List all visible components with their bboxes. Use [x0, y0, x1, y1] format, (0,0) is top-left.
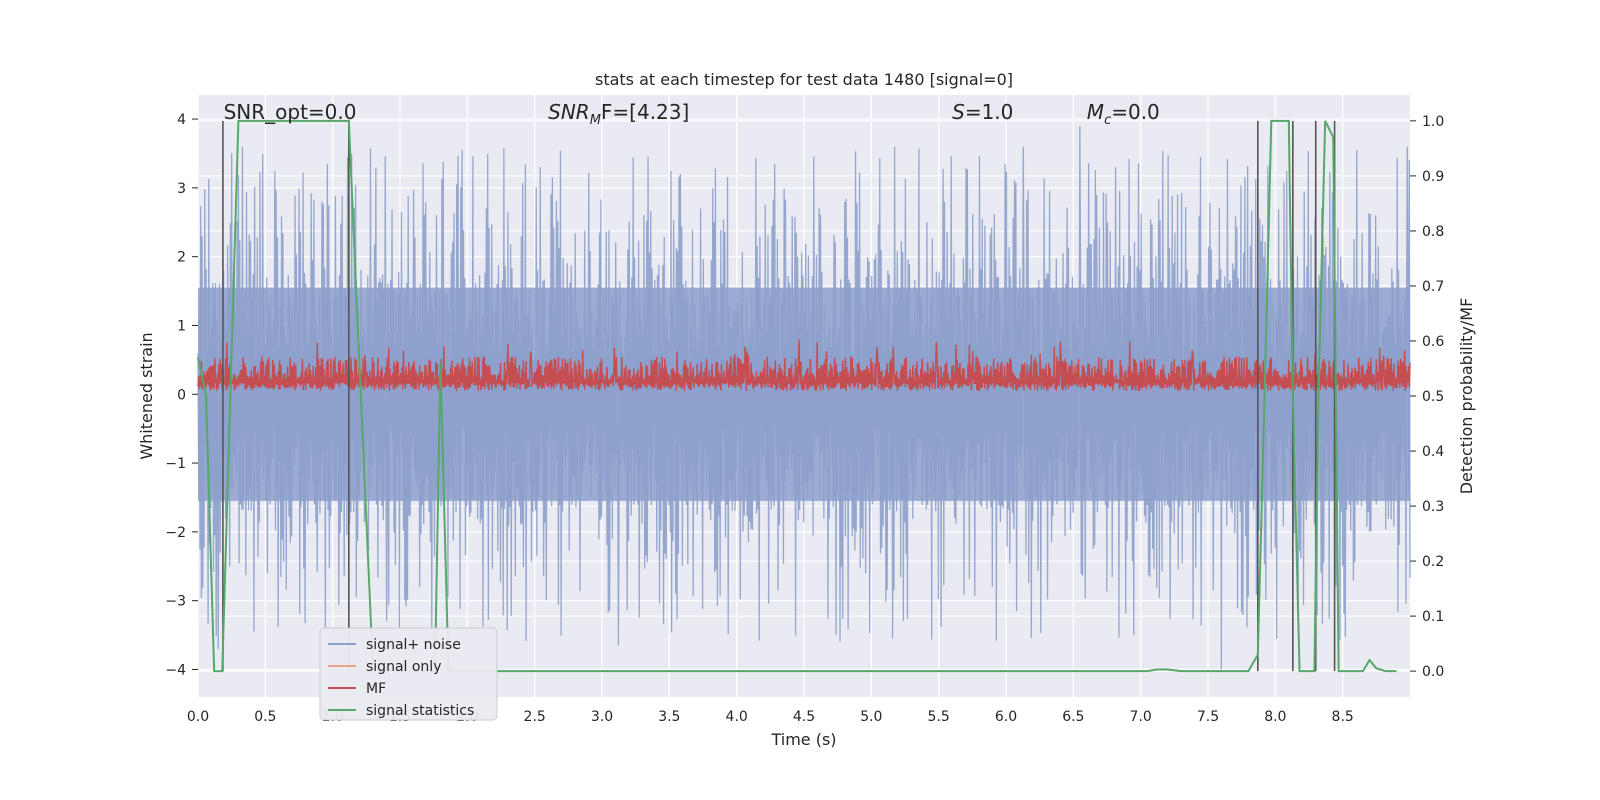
y2-tick-label: 0.5	[1422, 389, 1444, 405]
x-tick-label: 4.0	[726, 709, 748, 725]
legend: signal+ noise signal only MF signal statist…	[319, 627, 498, 721]
x-tick-label: 0.5	[254, 709, 276, 725]
y-tick-label: 0	[177, 387, 186, 403]
series-mf	[197, 339, 1411, 391]
x-tick-label: 4.5	[793, 709, 815, 725]
chart-title: stats at each timestep for test data 148…	[595, 70, 1013, 89]
x-tick-label: 5.0	[860, 709, 882, 725]
x-tick-label: 5.5	[928, 709, 950, 725]
y2-tick-label: 0.7	[1422, 279, 1444, 295]
y2-tick-label: 0.6	[1422, 334, 1444, 350]
x-tick-label: 7.5	[1197, 709, 1219, 725]
y-tick-label: −3	[165, 594, 186, 610]
legend-label: signal only	[366, 659, 441, 675]
x-tick-label: 8.5	[1332, 709, 1354, 725]
x-tick-label: 3.5	[658, 709, 680, 725]
legend-box	[319, 627, 498, 721]
y2-tick-label: 0.2	[1422, 554, 1444, 570]
y2-tick-label: 0.1	[1422, 609, 1444, 625]
series-signal-statistics	[197, 119, 1397, 673]
annotation-mc-value: Mc=0.0	[1087, 100, 1160, 128]
y-tick-label: 2	[177, 250, 186, 266]
y-tick-label: −1	[165, 456, 186, 472]
annotation-snr-opt: SNR_opt=0.0	[224, 100, 357, 124]
x-tick-label: 7.0	[1130, 709, 1152, 725]
y2-axis-label: Detection probability/MF	[1457, 298, 1476, 495]
y2-tick-label: 0.4	[1422, 444, 1444, 460]
legend-label: signal statistics	[366, 703, 474, 719]
y-tick-label: 3	[177, 181, 186, 197]
y2-tick-label: 0.0	[1422, 664, 1444, 680]
x-tick-label: 3.0	[591, 709, 613, 725]
x-tick-label: 2.5	[524, 709, 546, 725]
mf-line	[197, 339, 1411, 391]
annotation-s-value: S=1.0	[952, 100, 1013, 124]
x-tick-label: 6.5	[1062, 709, 1084, 725]
y2-tick-label: 1.0	[1422, 114, 1444, 130]
y-axis-label: Whitened strain	[137, 332, 156, 459]
x-axis-label: Time (s)	[770, 730, 836, 749]
y-tick-label: 1	[177, 318, 186, 334]
series-signal-plus-noise	[197, 125, 1411, 670]
y2-axis-ticks: 0.0 0.1 0.2 0.3 0.4 0.5 0.6 0.7 0.8 0.9 1.0	[1410, 114, 1444, 680]
y-tick-label: 4	[177, 112, 186, 128]
annotations: SNR_opt=0.0 SNRMF=[4.23] S=1.0 Mc=0.0	[224, 100, 1160, 128]
y2-tick-label: 0.3	[1422, 499, 1444, 515]
legend-label: MF	[366, 681, 386, 697]
noise-line	[197, 125, 1411, 670]
x-tick-label: 0.0	[187, 709, 209, 725]
legend-label: signal+ noise	[366, 637, 461, 653]
annotation-snr-mf: SNRMF=[4.23]	[548, 100, 689, 128]
signal-statistics-line	[197, 119, 1397, 673]
y-axis-ticks: −4 −3 −2 −1 0 1 2 3 4	[165, 112, 198, 678]
x-tick-label: 6.0	[995, 709, 1017, 725]
y-tick-label: −2	[165, 525, 186, 541]
y-tick-label: −4	[165, 662, 186, 678]
y2-tick-label: 0.9	[1422, 169, 1444, 185]
x-tick-label: 8.0	[1264, 709, 1286, 725]
y2-tick-label: 0.8	[1422, 224, 1444, 240]
